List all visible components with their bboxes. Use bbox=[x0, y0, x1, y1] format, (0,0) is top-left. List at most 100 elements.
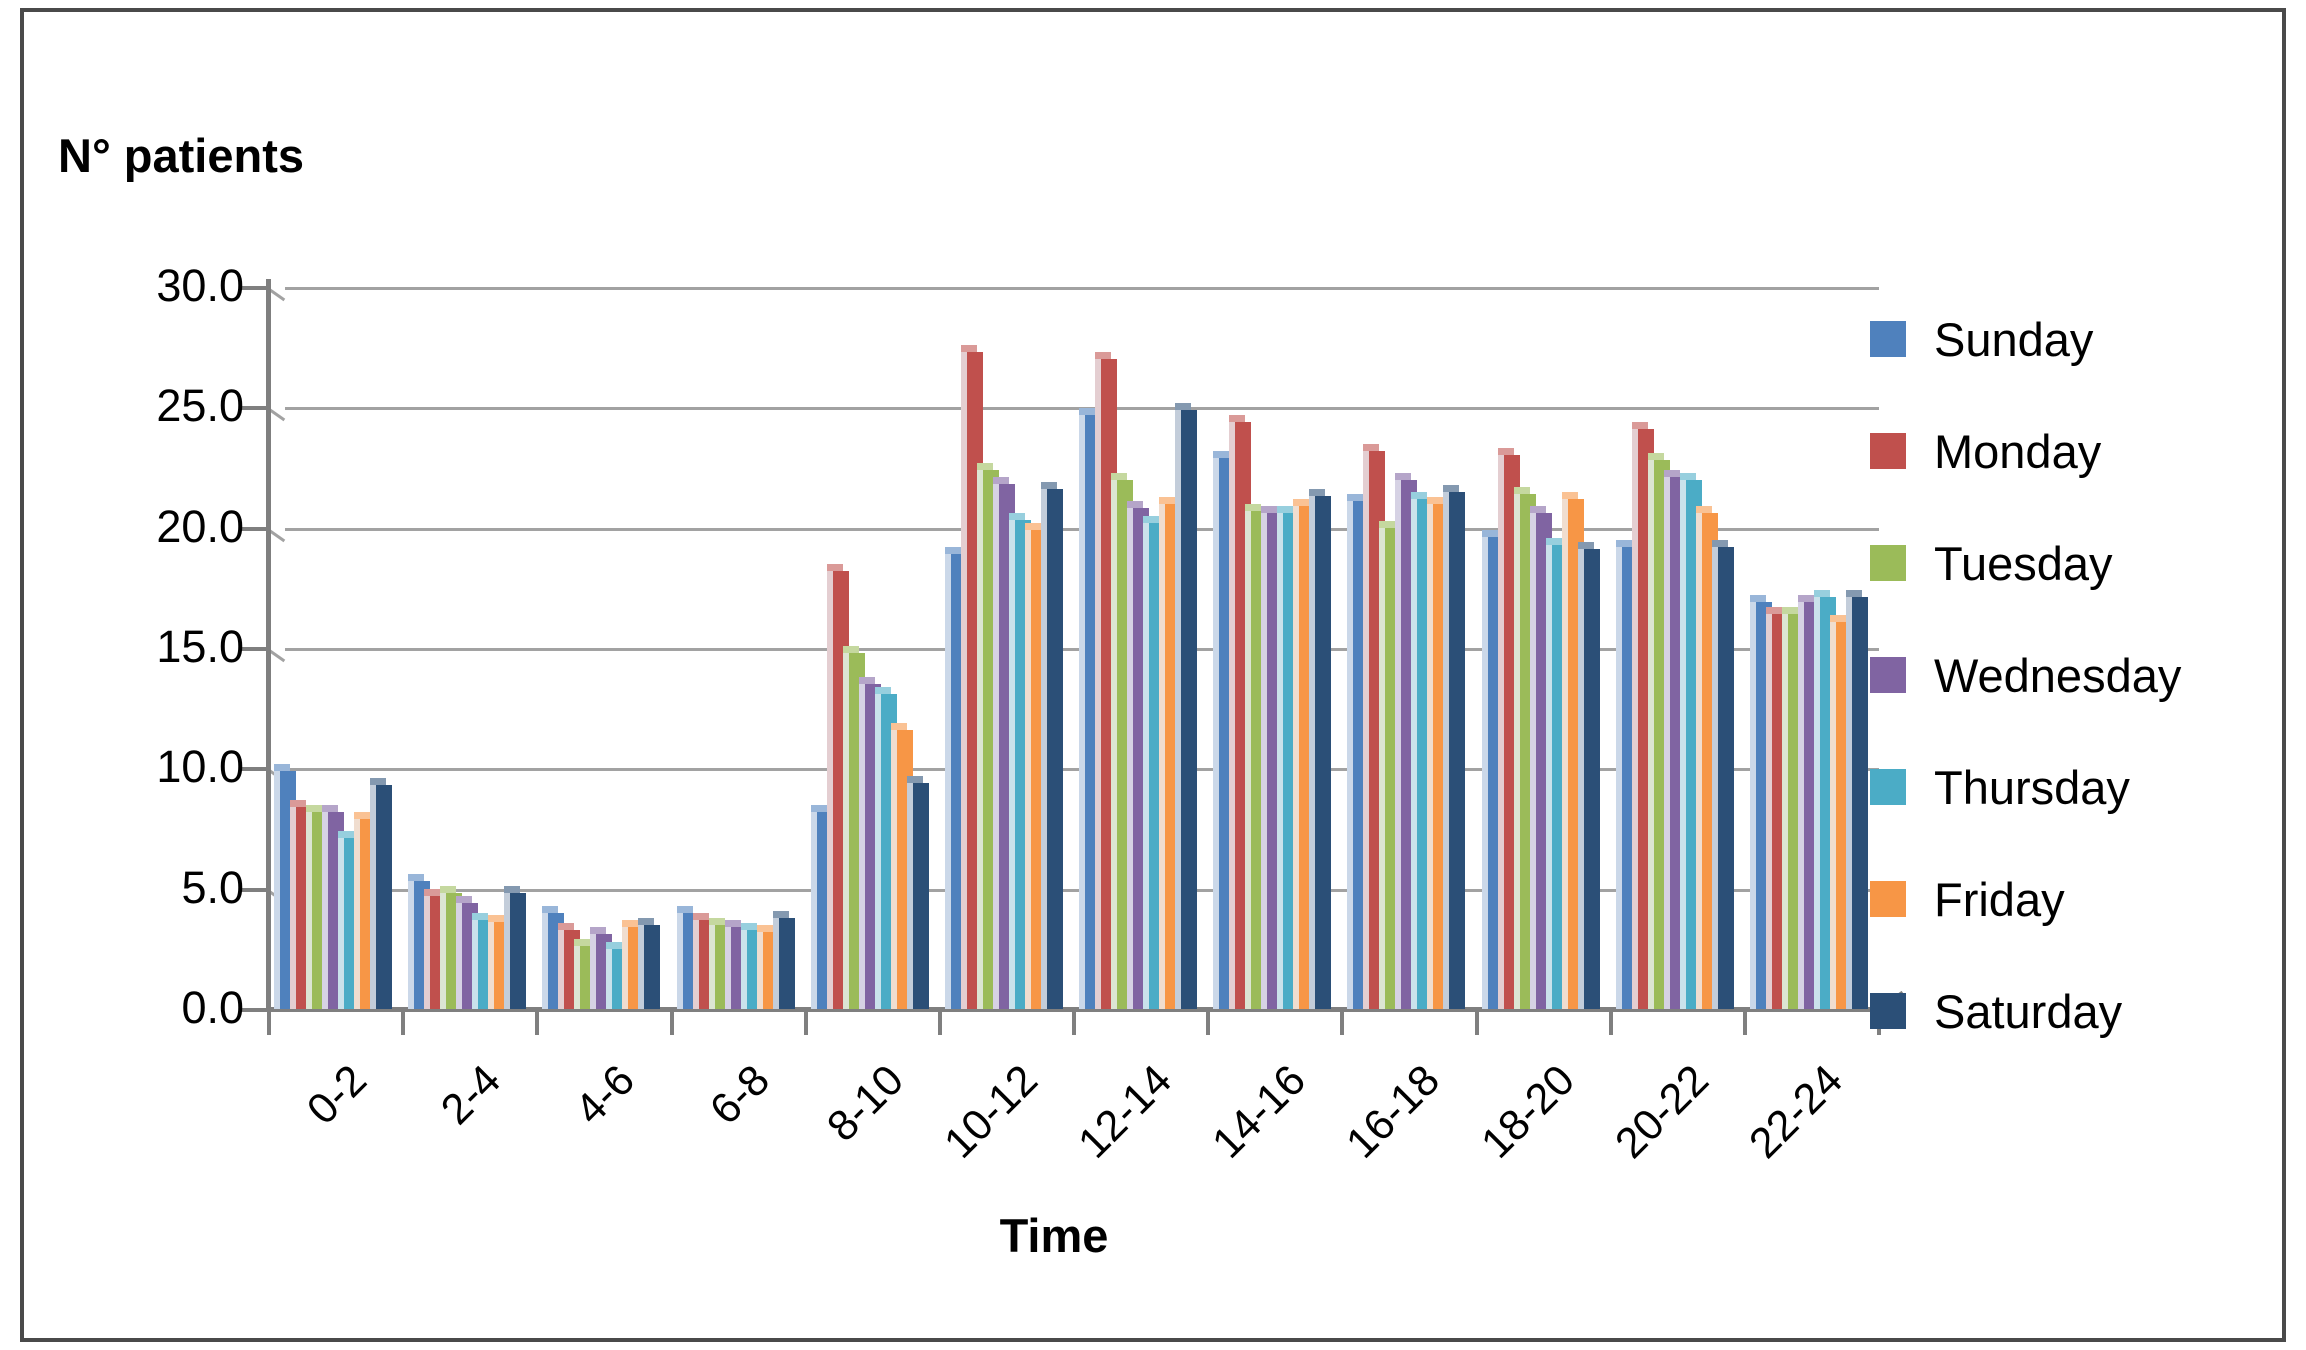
bar-top-face bbox=[456, 896, 473, 904]
bar-side-face bbox=[810, 804, 817, 1009]
bar-top-face bbox=[874, 686, 891, 694]
bar-top-face bbox=[1711, 539, 1728, 547]
x-tick bbox=[1206, 1009, 1211, 1035]
bar-top-face bbox=[1127, 501, 1144, 509]
bar-side-face bbox=[1024, 523, 1031, 1009]
bar-side-face bbox=[1213, 450, 1220, 1009]
bar-side-face bbox=[1513, 486, 1520, 1009]
y-tick bbox=[240, 1008, 266, 1012]
bar-top-face bbox=[1497, 448, 1514, 456]
bar-top-face bbox=[606, 941, 623, 949]
bar-side-face bbox=[890, 722, 897, 1009]
x-tick bbox=[669, 1009, 674, 1035]
bar-side-face bbox=[960, 344, 967, 1009]
bar-top-face bbox=[542, 905, 559, 913]
bar-side-face bbox=[692, 912, 699, 1009]
bar-side-face bbox=[1427, 496, 1434, 1009]
bar-top-face bbox=[408, 874, 425, 882]
y-tick bbox=[240, 526, 266, 531]
bar-side-face bbox=[1711, 539, 1718, 1009]
bar-side-face bbox=[606, 941, 613, 1009]
bar-side-face bbox=[574, 939, 581, 1009]
x-tick bbox=[401, 1009, 406, 1035]
bar-top-face bbox=[1695, 506, 1712, 514]
bar-side-face bbox=[622, 920, 629, 1009]
bar-side-face bbox=[1647, 453, 1654, 1009]
legend-item-monday: Monday bbox=[1870, 413, 2101, 489]
bar-saturday-0-2 bbox=[370, 778, 393, 1009]
bar-side-face bbox=[542, 905, 549, 1009]
bar-side-face bbox=[408, 874, 415, 1009]
x-tick-label-20-22: 20-22 bbox=[1605, 1056, 1718, 1168]
y-tick-label: 15.0 bbox=[156, 621, 244, 672]
bar-top-face bbox=[338, 831, 355, 839]
chart-area: N° patients 0.0 5.0 10.0 15.0 20.0 25.0 30.0 0… bbox=[24, 12, 2282, 1338]
bar-top-face bbox=[558, 922, 575, 930]
bar-top-face bbox=[1379, 520, 1396, 528]
bar-side-face bbox=[740, 922, 747, 1009]
legend-swatch-thursday bbox=[1870, 769, 1906, 805]
x-tick bbox=[937, 1009, 942, 1035]
y-tick bbox=[240, 406, 266, 411]
bar-top-face bbox=[1277, 506, 1294, 514]
bar-top-face bbox=[1829, 614, 1846, 622]
bar-side-face bbox=[1143, 515, 1150, 1009]
bar-top-face bbox=[944, 547, 961, 555]
bar-top-face bbox=[1040, 482, 1057, 490]
bar-saturday-12-14 bbox=[1175, 402, 1198, 1009]
bar-side-face bbox=[1411, 491, 1418, 1009]
chart-frame: N° patients 0.0 5.0 10.0 15.0 20.0 25.0 30.0 0… bbox=[20, 8, 2286, 1342]
bar-side-face bbox=[724, 920, 731, 1009]
bar-saturday-10-12 bbox=[1040, 482, 1063, 1009]
bar-saturday-20-22 bbox=[1711, 539, 1734, 1009]
bar-top-face bbox=[1024, 523, 1041, 531]
bar-top-face bbox=[1159, 496, 1176, 504]
bar-top-face bbox=[1111, 472, 1128, 480]
bar-side-face bbox=[1079, 407, 1086, 1009]
bar-top-face bbox=[488, 915, 505, 923]
bar-top-face bbox=[1008, 513, 1025, 521]
bar-top-face bbox=[1309, 489, 1326, 497]
x-tick bbox=[1072, 1009, 1076, 1035]
x-tick bbox=[1474, 1009, 1479, 1035]
bar-top-face bbox=[1427, 496, 1444, 504]
bar-top-face bbox=[1229, 414, 1246, 422]
bar-top-face bbox=[1293, 499, 1310, 506]
bar-top-face bbox=[1175, 402, 1192, 410]
bar-side-face bbox=[1781, 607, 1788, 1009]
bar-side-face bbox=[906, 775, 913, 1009]
bar-top-face bbox=[858, 677, 875, 685]
bar-top-face bbox=[740, 922, 757, 930]
bar-top-face bbox=[472, 912, 489, 920]
y-tick bbox=[240, 767, 266, 772]
x-tick-label-16-18: 16-18 bbox=[1337, 1056, 1450, 1168]
bar-saturday-22-24 bbox=[1845, 590, 1868, 1009]
bar-side-face bbox=[1111, 472, 1118, 1009]
bar-top-face bbox=[290, 799, 307, 807]
bar-top-face bbox=[756, 924, 773, 932]
legend-item-sunday: Sunday bbox=[1870, 301, 2093, 377]
bar-side-face bbox=[1845, 590, 1852, 1009]
bar-side-face bbox=[1261, 506, 1268, 1009]
bar-side-face bbox=[1127, 501, 1134, 1009]
legend-item-tuesday: Tuesday bbox=[1870, 525, 2113, 601]
bar-side-face bbox=[1159, 496, 1166, 1009]
bar-side-face bbox=[874, 686, 881, 1009]
bar-top-face bbox=[1245, 503, 1262, 511]
bar-top-face bbox=[1647, 453, 1664, 461]
bar-side-face bbox=[338, 831, 345, 1009]
bar-side-face bbox=[1293, 499, 1300, 1009]
bar-side-face bbox=[1040, 482, 1047, 1009]
y-tick-label: 25.0 bbox=[156, 380, 244, 432]
bar-side-face bbox=[1577, 542, 1584, 1009]
bar-top-face bbox=[1749, 595, 1766, 603]
bar-top-face bbox=[1143, 515, 1160, 523]
bar-top-face bbox=[1395, 472, 1412, 480]
x-tick bbox=[803, 1009, 808, 1035]
bar-top-face bbox=[370, 778, 387, 786]
bar-top-face bbox=[810, 804, 827, 812]
x-tick-label-12-14: 12-14 bbox=[1069, 1056, 1182, 1168]
bar-top-face bbox=[772, 910, 789, 918]
bar-side-face bbox=[1095, 352, 1102, 1009]
y-axis-title: N° patients bbox=[58, 129, 304, 182]
